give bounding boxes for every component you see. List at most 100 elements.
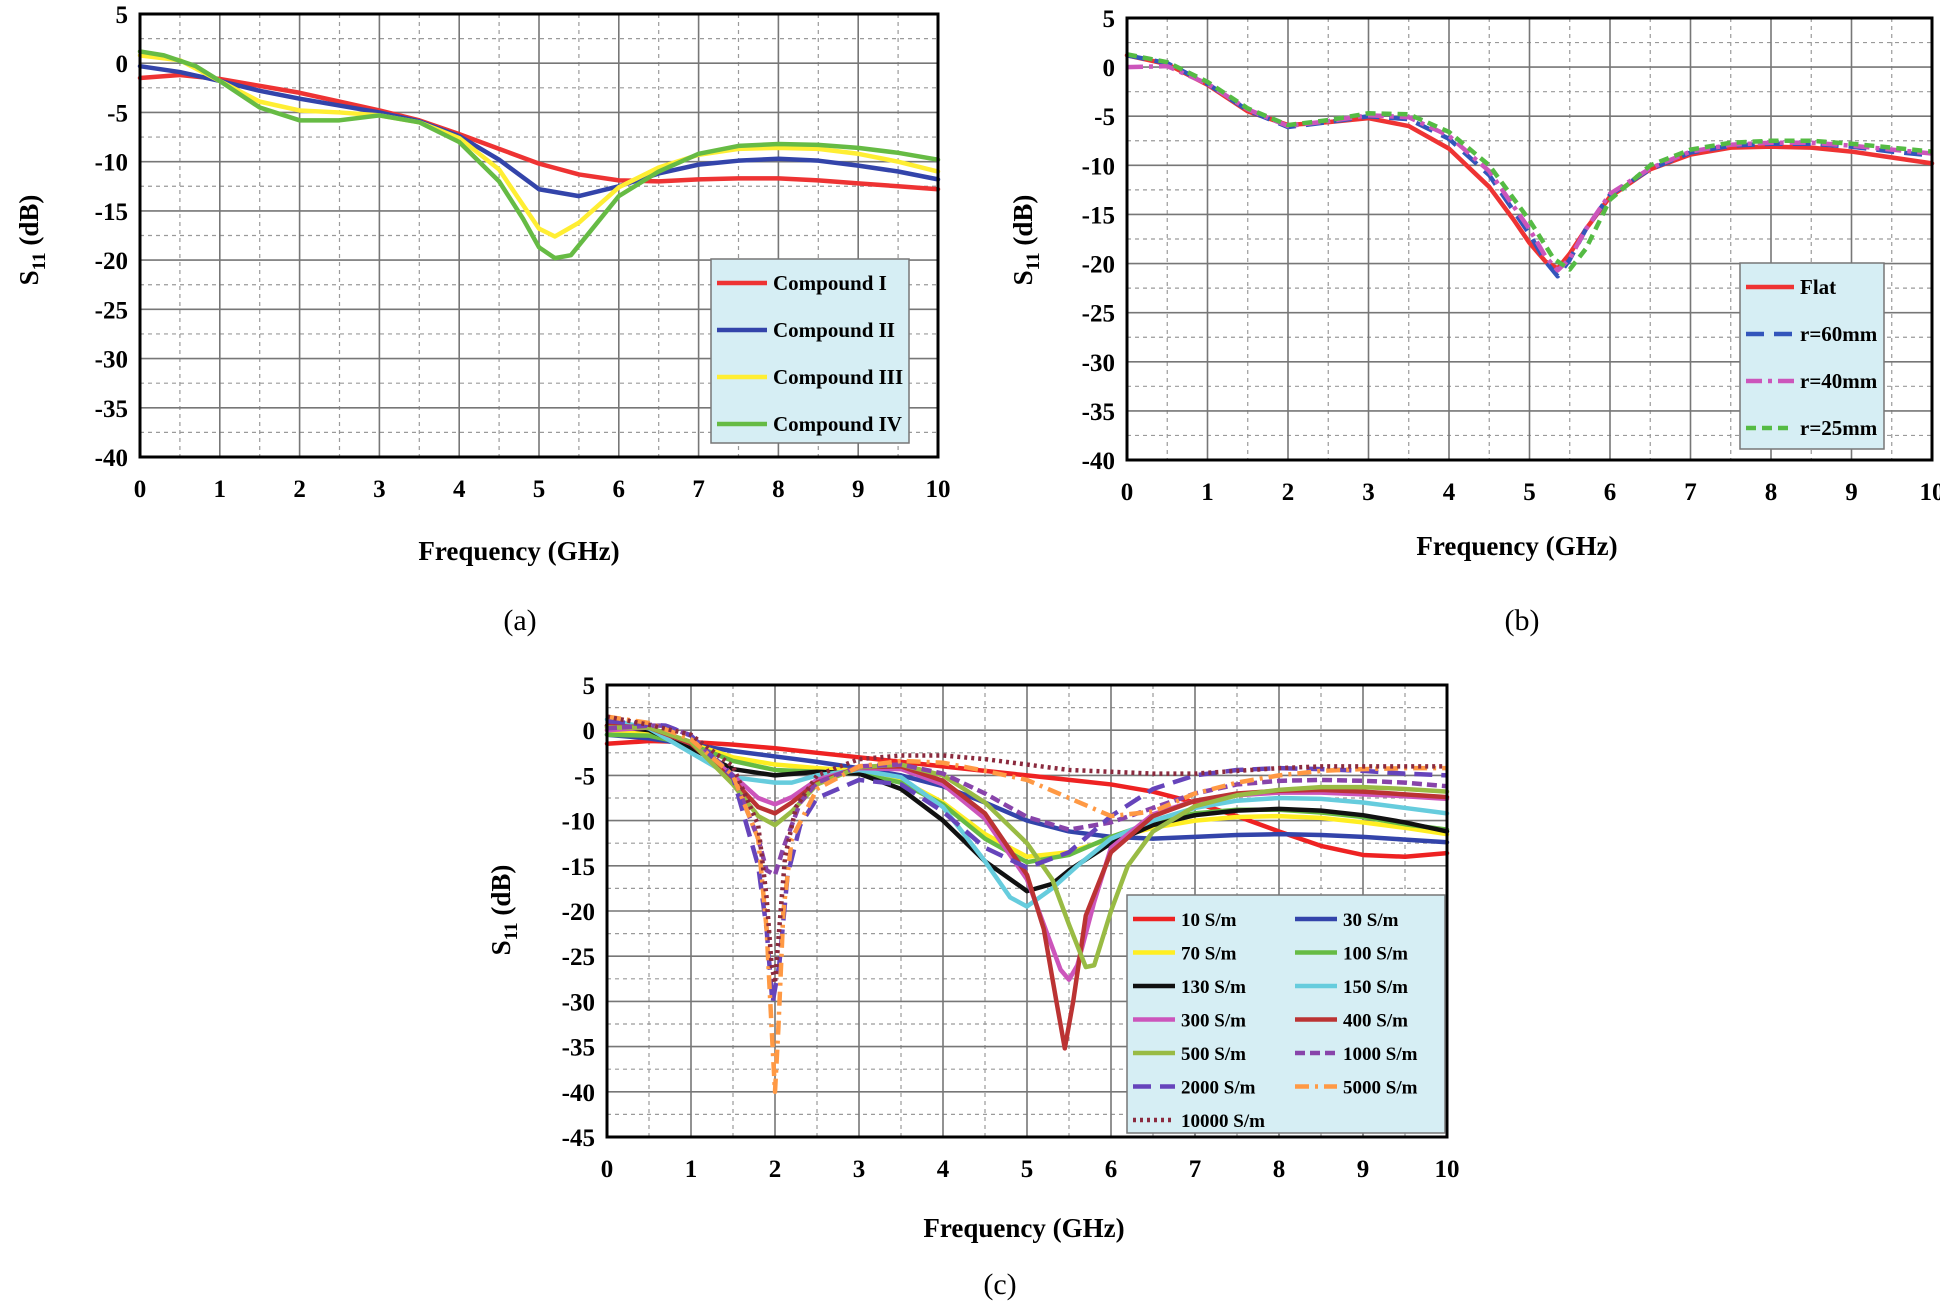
x-tick-label: 4 (1443, 479, 1456, 506)
x-tick-label: 6 (613, 476, 626, 503)
x-tick-label: 9 (1357, 1156, 1370, 1183)
panel-label-c: (c) (983, 1268, 1016, 1301)
x-tick-label: 7 (692, 476, 705, 503)
x-tick-label: 3 (853, 1156, 866, 1183)
y-tick-label: 5 (583, 673, 596, 700)
x-tick-label: 5 (1523, 479, 1536, 506)
tick-labels: 0 1 2 3 4 5 6 7 8 9 10 5 0 -5 -10 -15 -20 -25 -30 -35 -40 (1082, 6, 1940, 506)
panel-label-a: (a) (503, 604, 536, 637)
plot-frame (605, 683, 1449, 1139)
legend-label: r=40mm (1800, 369, 1878, 393)
y-tick-label: -5 (574, 763, 595, 790)
y-tick-label: -35 (95, 396, 128, 423)
series-line-compound-i (137, 72, 941, 192)
legend-label: 5000 S/m (1343, 1078, 1418, 1099)
series-line-70-s-m (604, 727, 1450, 860)
series-line-compound-iv (137, 49, 941, 261)
y-tick-label: -25 (1082, 301, 1115, 328)
series-line-5000-s-m (606, 714, 1447, 1095)
y-axis-label-subscript: 11 (29, 252, 50, 270)
legend-label: 10000 S/m (1181, 1111, 1265, 1132)
x-tick-label: 10 (1920, 479, 1940, 506)
y-tick-label: -40 (562, 1080, 595, 1107)
series-group (604, 714, 1450, 1095)
y-tick-label: -20 (95, 248, 128, 275)
y-tick-label: -35 (562, 1035, 595, 1062)
y-tick-label: 5 (1103, 6, 1116, 33)
x-tick-label: 7 (1684, 479, 1697, 506)
x-tick-label: 0 (1121, 479, 1134, 506)
y-axis-label: S11 (dB) (14, 195, 50, 286)
x-tick-label: 5 (1021, 1156, 1034, 1183)
legend-box (1739, 262, 1885, 450)
x-tick-label: 0 (134, 476, 147, 503)
y-tick-label: -10 (95, 150, 128, 177)
legend-label: 1000 S/m (1343, 1044, 1418, 1065)
y-tick-label: -20 (1082, 252, 1115, 279)
y-tick-label: -35 (1082, 399, 1115, 426)
y-tick-label: 5 (116, 2, 129, 29)
legend: 10 S/m 30 S/m 70 S/m 100 S/m 130 S/m 150 S/m 3… (1126, 894, 1446, 1134)
x-tick-label: 9 (852, 476, 865, 503)
series-line-compound-ii (137, 63, 941, 199)
y-tick-label: 0 (116, 51, 129, 78)
legend-label: 10 S/m (1181, 910, 1237, 931)
legend-label: Compound II (773, 318, 895, 342)
y-axis-label-main: S (486, 940, 516, 955)
legend-label: r=60mm (1800, 322, 1878, 346)
x-tick-label: 7 (1189, 1156, 1202, 1183)
legend-label: Flat (1800, 275, 1836, 299)
x-tick-label: 9 (1845, 479, 1858, 506)
y-tick-label: -30 (562, 989, 595, 1016)
y-tick-label: -15 (1082, 202, 1115, 229)
series-line-10-s-m (604, 738, 1450, 860)
x-tick-label: 8 (1273, 1156, 1286, 1183)
series-line-500-s-m (604, 725, 1450, 970)
legend-label: 30 S/m (1343, 910, 1399, 931)
x-tick-label: 6 (1604, 479, 1617, 506)
y-tick-label: -25 (562, 944, 595, 971)
x-tick-label: 6 (1105, 1156, 1118, 1183)
x-tick-label: 3 (1362, 479, 1375, 506)
y-axis-label: S11 (dB) (486, 865, 522, 956)
chart-a: 0 1 2 3 4 5 6 7 8 9 10 5 0 -5 -10 -15 -20 -25 -30 -35 -40 Fre… (14, 2, 951, 566)
legend-label: Compound I (773, 271, 887, 295)
y-tick-label: -30 (95, 347, 128, 374)
y-tick-label: -5 (1094, 104, 1115, 131)
y-axis-label-subscript: 11 (1023, 252, 1044, 270)
chart-c: 0 1 2 3 4 5 6 7 8 9 10 5 0 -5 -10 -15 -20 -25 -30 -35 -40 -45… (486, 673, 1460, 1243)
x-tick-label: 2 (769, 1156, 782, 1183)
y-axis-label-main: S (14, 270, 44, 285)
y-tick-label: -25 (95, 297, 128, 324)
y-axis-label-unit: (dB) (486, 865, 516, 923)
plot-frame (1125, 16, 1934, 462)
y-tick-label: -45 (562, 1125, 595, 1152)
x-axis-label: Frequency (GHz) (1416, 531, 1617, 561)
x-axis-label: Frequency (GHz) (418, 536, 619, 566)
y-tick-label: -40 (95, 445, 128, 472)
x-tick-label: 8 (1765, 479, 1778, 506)
x-tick-label: 2 (293, 476, 306, 503)
legend-box (1126, 894, 1446, 1134)
y-tick-label: -30 (1082, 350, 1115, 377)
x-tick-label: 1 (214, 476, 227, 503)
series-line-compound-iii (137, 53, 941, 239)
legend-label: 300 S/m (1181, 1011, 1246, 1032)
y-tick-label: -10 (1082, 153, 1115, 180)
series-line-10000-s-m (606, 714, 1447, 986)
x-tick-label: 0 (601, 1156, 614, 1183)
x-tick-label: 5 (533, 476, 546, 503)
x-tick-label: 10 (926, 476, 951, 503)
x-tick-label: 1 (1201, 479, 1214, 506)
legend-label: Compound IV (773, 412, 902, 436)
y-tick-label: -15 (95, 199, 128, 226)
legend-label: 400 S/m (1343, 1011, 1408, 1032)
plot-frame (138, 12, 940, 459)
series-line-30-s-m (604, 732, 1450, 845)
legend-label: 2000 S/m (1181, 1078, 1256, 1099)
legend-label: Compound III (773, 365, 903, 389)
y-tick-label: -15 (562, 854, 595, 881)
y-axis-label-unit: (dB) (14, 195, 44, 253)
legend-label: 130 S/m (1181, 977, 1246, 998)
